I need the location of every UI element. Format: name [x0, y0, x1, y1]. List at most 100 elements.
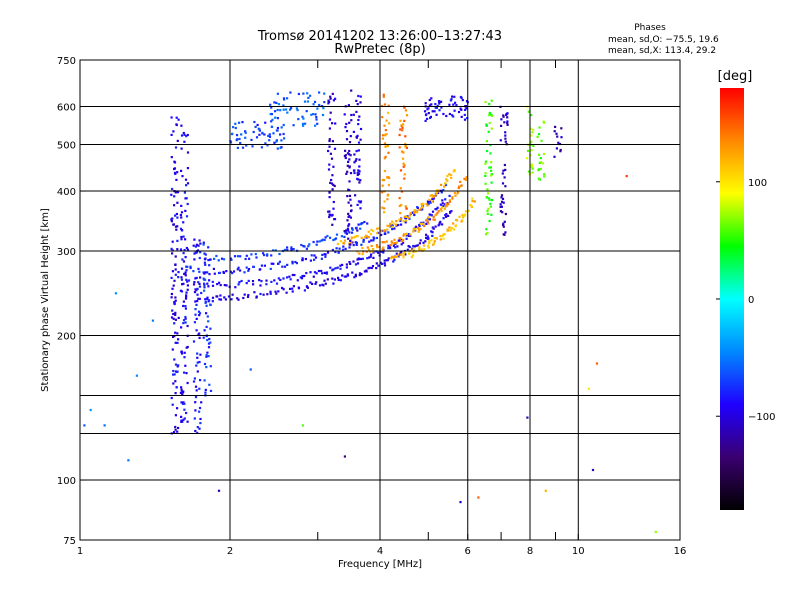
- column-point: [331, 188, 334, 191]
- trace-point: [414, 210, 417, 214]
- column-point: [197, 297, 200, 300]
- trace-point: [393, 258, 396, 261]
- trace-point: [354, 227, 358, 230]
- trace-point: [233, 255, 237, 258]
- column-point: [203, 252, 206, 255]
- cluster-point: [289, 91, 292, 94]
- column-point: [331, 174, 334, 177]
- trace-point: [448, 226, 451, 229]
- column-point: [348, 149, 351, 153]
- column-point: [531, 165, 534, 168]
- column-point: [176, 407, 179, 410]
- trace-point: [385, 259, 388, 262]
- column-point: [502, 201, 505, 204]
- column-point: [332, 207, 335, 210]
- column-point: [179, 248, 183, 251]
- trace-point: [443, 207, 446, 210]
- trace-point: [459, 180, 462, 183]
- column-point: [543, 121, 546, 124]
- column-point: [171, 249, 174, 252]
- scatter-point: [544, 489, 547, 492]
- trace-point: [428, 200, 431, 203]
- column-point: [382, 179, 386, 182]
- column-point: [539, 157, 542, 160]
- column-point: [174, 299, 177, 302]
- trace-point: [301, 258, 304, 261]
- column-point: [199, 251, 202, 254]
- cluster-point: [258, 128, 261, 131]
- column-point: [202, 336, 205, 339]
- trace-point: [411, 247, 414, 250]
- trace-point: [460, 184, 463, 187]
- cluster-point: [269, 112, 272, 116]
- column-point: [386, 198, 389, 201]
- trace-point: [392, 260, 395, 263]
- trace-point: [279, 278, 282, 281]
- column-point: [174, 191, 177, 194]
- column-point: [199, 422, 202, 425]
- trace-point: [333, 278, 336, 281]
- trace-point: [304, 257, 307, 261]
- column-point: [183, 351, 186, 354]
- column-point: [502, 115, 505, 118]
- trace-point: [331, 277, 334, 280]
- column-point: [327, 210, 330, 213]
- trace-point: [309, 259, 312, 262]
- column-point: [170, 116, 173, 119]
- trace-point: [375, 244, 379, 247]
- column-point: [499, 139, 502, 142]
- trace-point: [418, 246, 421, 249]
- column-point: [179, 391, 182, 395]
- column-point: [357, 169, 360, 172]
- column-point: [177, 426, 180, 430]
- trace-point: [355, 243, 358, 246]
- trace-point: [266, 253, 269, 256]
- trace-point: [341, 263, 344, 266]
- trace-point: [273, 279, 276, 282]
- column-point: [176, 239, 179, 242]
- column-point: [170, 193, 173, 196]
- column-point: [349, 154, 352, 157]
- y-tick-label: 100: [57, 476, 76, 487]
- column-point: [198, 360, 201, 364]
- trace-point: [211, 296, 215, 299]
- cluster-point: [290, 107, 293, 110]
- scatter-point: [249, 368, 252, 371]
- trace-point: [467, 209, 471, 212]
- column-point: [499, 203, 502, 206]
- column-point: [196, 287, 199, 290]
- column-point: [486, 209, 489, 213]
- column-point: [400, 150, 404, 153]
- trace-point: [376, 227, 379, 230]
- column-point: [185, 294, 188, 297]
- column-point: [174, 428, 177, 431]
- column-point: [357, 118, 360, 122]
- column-point: [207, 355, 210, 358]
- trace-point: [442, 237, 445, 240]
- column-point: [180, 415, 183, 418]
- trace-point: [423, 248, 426, 251]
- column-point: [346, 195, 349, 198]
- trace-point: [360, 243, 363, 246]
- cluster-point: [305, 110, 308, 113]
- column-point: [553, 155, 556, 158]
- column-point: [402, 162, 405, 165]
- column-point: [331, 223, 334, 226]
- column-point: [173, 302, 176, 305]
- cluster-point: [434, 106, 437, 109]
- cluster-point: [440, 106, 443, 109]
- trace-point: [269, 267, 272, 270]
- column-point: [184, 307, 187, 310]
- cluster-point: [314, 124, 317, 127]
- cluster-point: [245, 144, 248, 147]
- x-tick-label: 4: [377, 546, 383, 557]
- trace-point: [345, 275, 348, 278]
- column-point: [327, 99, 330, 102]
- trace-point: [437, 191, 440, 194]
- cluster-point: [280, 139, 283, 142]
- column-point: [490, 114, 494, 117]
- column-point: [199, 417, 202, 421]
- trace-point: [453, 192, 456, 195]
- trace-point: [441, 202, 444, 205]
- column-point: [180, 238, 183, 241]
